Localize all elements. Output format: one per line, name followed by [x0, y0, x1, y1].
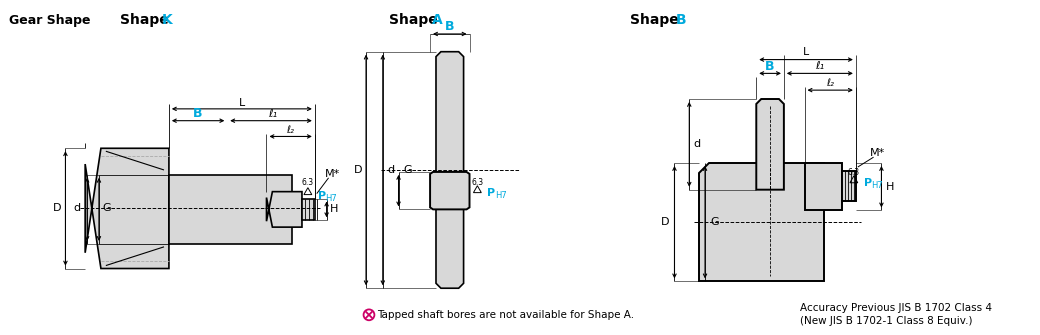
Text: P: P	[318, 191, 326, 201]
Text: Shape: Shape	[120, 13, 174, 27]
Text: B: B	[675, 13, 686, 27]
Text: D: D	[53, 203, 61, 213]
Text: G: G	[710, 217, 720, 227]
Text: B: B	[765, 60, 775, 73]
Text: H7: H7	[495, 191, 506, 200]
Text: 6.3: 6.3	[302, 178, 314, 187]
Text: D: D	[661, 217, 670, 227]
Text: K: K	[162, 13, 173, 27]
Text: ℓ₁: ℓ₁	[268, 109, 277, 119]
Text: G: G	[404, 165, 412, 175]
Text: 6.3: 6.3	[848, 169, 860, 178]
Text: P: P	[488, 188, 495, 198]
Text: B: B	[192, 107, 202, 120]
Text: M*: M*	[324, 169, 340, 179]
Polygon shape	[436, 52, 464, 288]
Text: Accuracy Previous JIS B 1702 Class 4: Accuracy Previous JIS B 1702 Class 4	[800, 303, 992, 313]
Polygon shape	[266, 192, 302, 227]
Text: Shape: Shape	[389, 13, 442, 27]
Text: Shape: Shape	[630, 13, 683, 27]
Polygon shape	[805, 163, 842, 210]
Text: D: D	[354, 165, 362, 175]
Text: H7: H7	[872, 181, 883, 190]
Bar	[302, 199, 315, 220]
Text: H: H	[886, 182, 894, 192]
Text: B: B	[445, 19, 454, 32]
Text: Gear Shape: Gear Shape	[9, 14, 90, 27]
Text: G: G	[103, 203, 111, 213]
Text: L: L	[803, 47, 809, 57]
Text: A: A	[432, 13, 443, 27]
Polygon shape	[842, 171, 856, 201]
Polygon shape	[699, 163, 825, 281]
Text: H7: H7	[326, 194, 337, 203]
Text: d: d	[74, 203, 81, 213]
Text: ℓ₂: ℓ₂	[826, 78, 834, 88]
Text: ℓ₁: ℓ₁	[814, 62, 824, 71]
Text: ℓ₂: ℓ₂	[286, 125, 294, 135]
Text: H: H	[331, 204, 339, 214]
Polygon shape	[431, 172, 469, 209]
Text: d: d	[387, 165, 394, 175]
Bar	[168, 175, 292, 244]
Text: P: P	[863, 178, 872, 188]
Text: d: d	[694, 139, 701, 149]
Polygon shape	[85, 148, 168, 269]
Polygon shape	[756, 99, 784, 190]
Text: (New JIS B 1702-1 Class 8 Equiv.): (New JIS B 1702-1 Class 8 Equiv.)	[800, 316, 972, 326]
Text: M*: M*	[869, 148, 885, 158]
Text: 6.3: 6.3	[471, 178, 484, 187]
Text: Tapped shaft bores are not available for Shape A.: Tapped shaft bores are not available for…	[376, 310, 634, 320]
Text: L: L	[239, 98, 245, 108]
